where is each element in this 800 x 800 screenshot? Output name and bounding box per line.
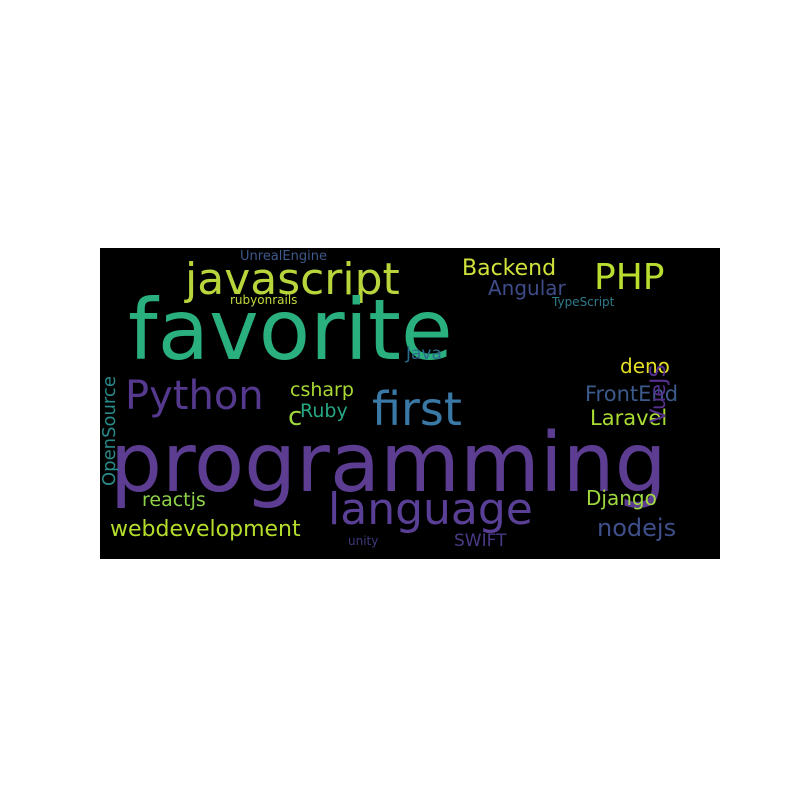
word-python: Python [125, 373, 264, 419]
word-language: language [328, 484, 533, 535]
word-backend: Backend [462, 256, 557, 281]
word-reactjs: reactjs [142, 489, 206, 511]
word-deno: deno [620, 354, 670, 378]
word-swift: SWIFT [454, 531, 507, 551]
word-c: c [288, 402, 303, 432]
word-unity: unity [348, 534, 379, 548]
word-php: PHP [594, 257, 665, 298]
word-vuejs: VueJS [646, 364, 670, 423]
word-rubyonrails: rubyonrails [230, 293, 298, 307]
word-opensource: OpenSource [100, 376, 120, 486]
word-angular: Angular [488, 276, 566, 300]
word-laravel: Laravel [590, 406, 668, 430]
word-typescript: TypeScript [552, 295, 615, 309]
word-unrealengine: UnrealEngine [240, 249, 327, 264]
word-cloud: UnrealEngine javascript Backend PHP Angu… [100, 248, 720, 559]
word-ruby: Ruby [300, 400, 348, 422]
word-webdevelopment: webdevelopment [110, 517, 301, 542]
word-csharp: csharp [290, 379, 354, 401]
word-first: first [372, 382, 462, 436]
word-nodejs: nodejs [597, 514, 677, 542]
word-javascript: javascript [185, 254, 400, 305]
word-programming: programming [110, 416, 667, 511]
word-django: Django [586, 486, 657, 510]
word-frontend: FrontEnd [585, 382, 679, 406]
word-java: Java [406, 344, 442, 364]
word-favorite: favorite [128, 281, 453, 379]
